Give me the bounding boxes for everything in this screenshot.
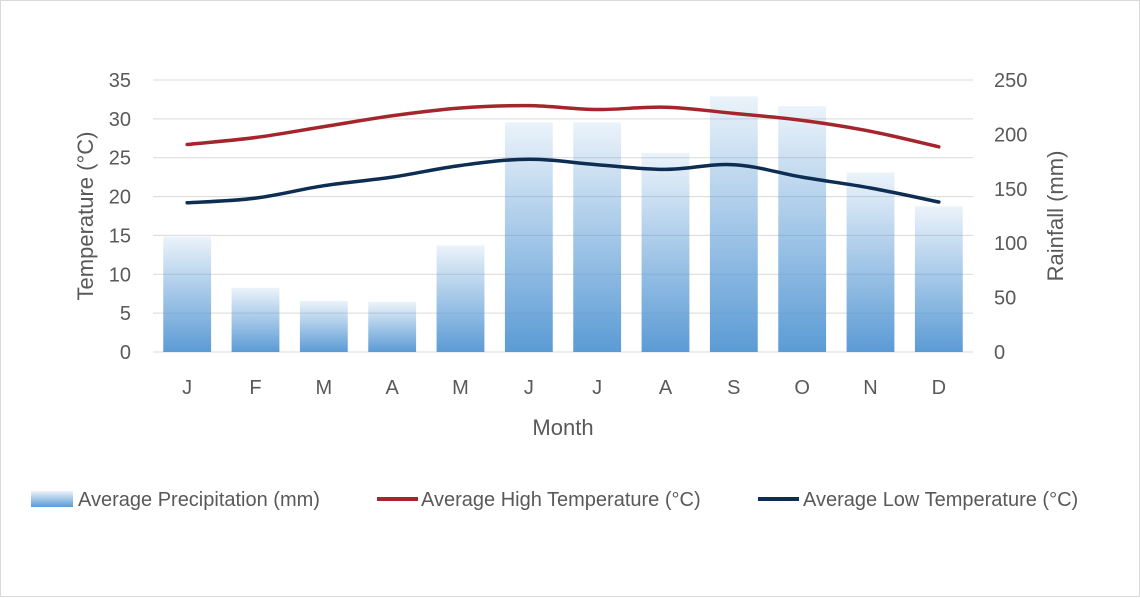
precipitation-bar [231, 287, 280, 352]
y-tick-label: 35 [109, 70, 131, 92]
y2-tick-label: 250 [994, 70, 1027, 92]
x-tick-label: O [794, 377, 810, 399]
y2-tick-label: 50 [994, 288, 1016, 310]
x-tick-label: F [249, 377, 261, 399]
y-tick-label: 0 [120, 342, 131, 364]
x-tick-label: J [524, 377, 534, 399]
legend: Average Precipitation (mm) Average High … [31, 489, 1078, 511]
precipitation-bar [163, 236, 212, 352]
legend-label-precipitation: Average Precipitation (mm) [78, 489, 320, 511]
x-tick-label: M [315, 377, 332, 399]
left-axis-ticks: 0 5 10 15 20 25 30 35 [109, 70, 131, 364]
y-tick-label: 30 [109, 109, 131, 131]
y-tick-label: 10 [109, 264, 131, 286]
low-temperature-line [185, 157, 941, 205]
x-tick-label: J [592, 377, 602, 399]
precipitation-bar [914, 206, 963, 352]
y2-tick-label: 150 [994, 179, 1027, 201]
y-tick-label: 5 [120, 303, 131, 325]
precipitation-bar [641, 152, 690, 352]
x-axis-title: Month [532, 415, 593, 440]
legend-item-precipitation: Average Precipitation (mm) [31, 489, 320, 511]
x-tick-label: J [182, 377, 192, 399]
x-tick-label: M [452, 377, 469, 399]
precipitation-bar [778, 106, 827, 352]
y-tick-label: 15 [109, 225, 131, 247]
legend-item-high-temp: Average High Temperature (°C) [377, 489, 701, 511]
y-axis-title: Temperature (°C) [73, 132, 98, 301]
precipitation-bar [436, 245, 485, 352]
legend-swatch-precipitation [31, 491, 73, 507]
gridlines [153, 79, 973, 353]
precipitation-bar [846, 172, 895, 352]
precipitation-bar [573, 122, 622, 352]
precipitation-bar [368, 301, 417, 352]
precipitation-bar [709, 96, 758, 352]
y2-axis-title: Rainfall (mm) [1043, 151, 1068, 282]
x-tick-label: D [932, 377, 946, 399]
high-temperature-line [185, 103, 941, 149]
precipitation-bar [504, 122, 553, 352]
legend-item-low-temp: Average Low Temperature (°C) [758, 489, 1078, 511]
y-tick-label: 25 [109, 148, 131, 170]
temperature-lines [185, 103, 941, 205]
precipitation-bar [299, 300, 348, 352]
precipitation-bars [163, 96, 963, 352]
y2-tick-label: 0 [994, 342, 1005, 364]
y-tick-label: 20 [109, 187, 131, 209]
x-tick-label: A [659, 377, 673, 399]
legend-label-low-temp: Average Low Temperature (°C) [803, 489, 1078, 511]
right-axis-ticks: 0 50 100 150 200 250 [994, 70, 1027, 364]
x-tick-label: A [385, 377, 399, 399]
y2-tick-label: 100 [994, 233, 1027, 255]
x-tick-label: S [727, 377, 740, 399]
legend-label-high-temp: Average High Temperature (°C) [421, 489, 701, 511]
y2-tick-label: 200 [994, 124, 1027, 146]
x-tick-label: N [863, 377, 877, 399]
